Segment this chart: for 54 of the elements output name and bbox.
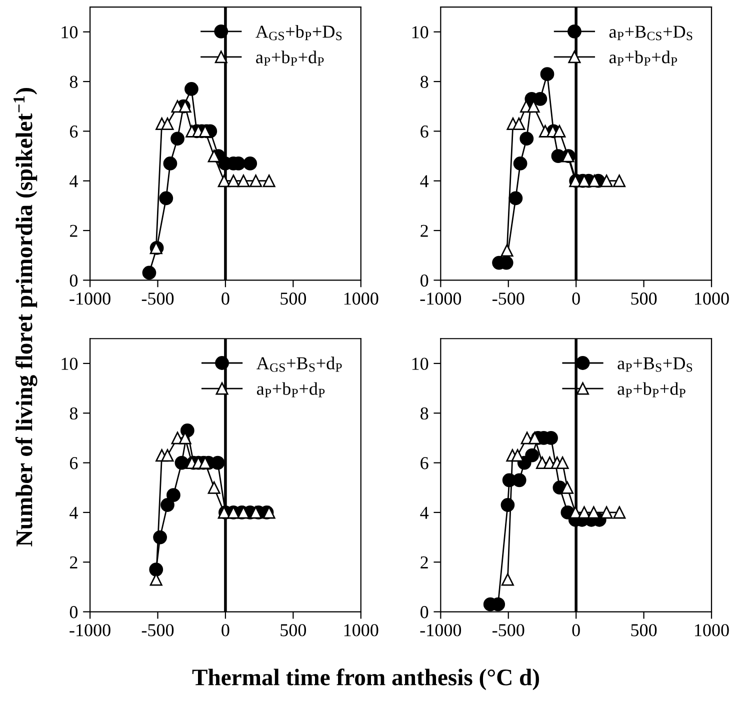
x-tick-label: -500 xyxy=(492,292,524,305)
y-tick-label: 6 xyxy=(420,126,428,138)
x-tick-label: -1000 xyxy=(420,624,462,636)
y-tick-label: 0 xyxy=(70,606,78,618)
y-axis-title: Number of living floret primordia (spikelet$^{−1}$) xyxy=(14,88,38,546)
y-tick-label: 6 xyxy=(70,457,78,470)
y-tick-label: 8 xyxy=(420,407,428,420)
x-tick-label: 0 xyxy=(222,292,230,305)
x-tick-label: 1000 xyxy=(344,624,378,636)
x-tick-label: 0 xyxy=(572,292,580,305)
x-tick-label: -500 xyxy=(492,624,524,636)
y-tick-label: 10 xyxy=(412,358,428,370)
y-tick-label: 0 xyxy=(70,274,78,287)
y-tick-label: 8 xyxy=(420,76,428,88)
legend-label: a$_{P}$+b$_{P}$+d$_{P}$ xyxy=(256,382,325,398)
y-tick-label: 0 xyxy=(420,274,428,287)
x-tick-label: 500 xyxy=(280,292,306,305)
y-tick-label: 10 xyxy=(412,26,428,38)
x-tick-label: 0 xyxy=(572,624,580,636)
y-tick-label: 4 xyxy=(420,175,429,188)
x-tick-label: 1000 xyxy=(344,292,378,305)
x-tick-label: -500 xyxy=(142,624,174,636)
x-tick-label: -1000 xyxy=(70,292,110,305)
y-tick-label: 4 xyxy=(70,506,78,519)
x-axis-title: Thermal time from anthesis (°C d) xyxy=(192,668,539,690)
x-tick-label: 500 xyxy=(631,624,657,636)
y-tick-label: 2 xyxy=(420,556,428,568)
legend-label: A$_{GS}$+b$_{P}$+D$_{S}$ xyxy=(256,25,342,40)
y-tick-label: 2 xyxy=(420,224,428,237)
y-tick-label: 2 xyxy=(70,556,78,568)
y-tick-label: 6 xyxy=(420,457,428,470)
y-tick-label: 8 xyxy=(70,76,78,88)
x-tick-label: 500 xyxy=(280,624,306,636)
x-tick-label: -1000 xyxy=(420,292,462,305)
x-tick-label: -500 xyxy=(142,292,174,305)
legend-label: a$_{P}$+b$_{P}$+d$_{P}$ xyxy=(256,50,324,66)
x-tick-label: 0 xyxy=(222,624,230,636)
y-tick-label: 4 xyxy=(70,175,78,188)
y-tick-label: 6 xyxy=(70,126,78,138)
x-tick-label: 500 xyxy=(631,292,657,305)
legend-label: a$_{P}$+B$_{CS}$+D$_{S}$ xyxy=(609,26,692,40)
y-tick-label: 10 xyxy=(62,26,78,38)
legend-label: a$_{P}$+B$_{S}$+D$_{S}$ xyxy=(618,357,692,372)
y-tick-label: 4 xyxy=(420,506,429,519)
legend-label: a$_{P}$+b$_{P}$+d$_{P}$ xyxy=(618,382,686,398)
legend-label: a$_{P}$+b$_{P}$+d$_{P}$ xyxy=(609,50,678,66)
y-tick-label: 8 xyxy=(70,407,78,420)
y-tick-label: 0 xyxy=(420,606,428,618)
y-tick-label: 2 xyxy=(70,224,78,237)
legend-label: A$_{GS}$+B$_{S}$+d$_{P}$ xyxy=(256,356,342,372)
x-tick-label: 1000 xyxy=(695,292,729,305)
y-tick-label: 10 xyxy=(62,358,78,370)
x-tick-label: -1000 xyxy=(70,624,110,636)
x-tick-label: 1000 xyxy=(695,624,729,636)
